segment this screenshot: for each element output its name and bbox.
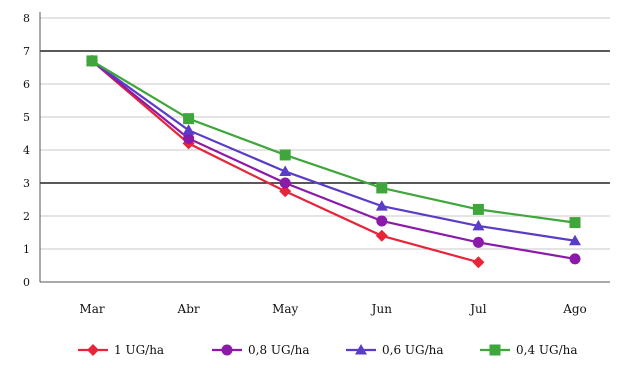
legend-item: 0,6 UG/ha bbox=[346, 343, 444, 357]
x-tick-label: Abr bbox=[177, 302, 200, 316]
data-point bbox=[279, 177, 291, 189]
data-point bbox=[569, 234, 581, 246]
gridlines bbox=[40, 17, 610, 250]
data-point bbox=[376, 182, 388, 194]
y-tick-label: 4 bbox=[23, 144, 30, 157]
data-point bbox=[279, 149, 291, 161]
legend-label: 0,6 UG/ha bbox=[382, 343, 444, 357]
y-tick-label: 8 bbox=[23, 12, 30, 25]
legend-marker bbox=[221, 344, 233, 356]
data-point bbox=[183, 132, 195, 144]
series-4 bbox=[86, 55, 581, 229]
x-tick-label: Jun bbox=[370, 302, 393, 316]
legend: 1 UG/ha 0,8 UG/ha 0,6 UG/ha 0,4 UG/ha bbox=[78, 343, 578, 357]
data-point bbox=[472, 256, 485, 269]
y-tick-label: 2 bbox=[23, 210, 30, 223]
data-point bbox=[376, 215, 388, 227]
series-1 bbox=[86, 54, 485, 269]
series-line bbox=[91, 60, 479, 264]
data-point bbox=[569, 253, 581, 265]
data-point bbox=[375, 229, 388, 242]
x-tick-label: May bbox=[272, 302, 298, 316]
data-point bbox=[182, 124, 195, 135]
legend-label: 0,4 UG/ha bbox=[516, 343, 578, 357]
y-tick-label: 3 bbox=[23, 177, 30, 190]
data-point bbox=[472, 219, 485, 231]
x-tick-labels: Mar Abr May Jun Jul Ago bbox=[79, 302, 586, 316]
y-tick-label: 5 bbox=[23, 111, 30, 124]
y-tick-label: 7 bbox=[23, 45, 30, 58]
series-line bbox=[91, 60, 576, 242]
legend-marker bbox=[489, 344, 501, 356]
data-point bbox=[183, 113, 195, 125]
data-point bbox=[86, 55, 98, 67]
legend-marker bbox=[87, 344, 99, 356]
axes bbox=[39, 12, 610, 283]
legend-item: 1 UG/ha bbox=[78, 343, 164, 357]
y-tick-label: 6 bbox=[23, 78, 30, 91]
legend-label: 0,8 UG/ha bbox=[248, 343, 310, 357]
y-tick-label: 1 bbox=[23, 243, 30, 256]
x-tick-label: Ago bbox=[562, 302, 587, 316]
y-tick-labels: 0 1 2 3 4 5 6 7 8 bbox=[23, 12, 30, 289]
legend-label: 1 UG/ha bbox=[114, 343, 164, 357]
series-3 bbox=[86, 54, 581, 246]
data-point bbox=[472, 203, 484, 215]
x-tick-label: Mar bbox=[79, 302, 104, 316]
legend-marker bbox=[355, 344, 367, 355]
data-point bbox=[472, 236, 484, 248]
series-2 bbox=[86, 55, 581, 265]
legend-item: 0,8 UG/ha bbox=[212, 343, 310, 357]
data-point bbox=[279, 165, 292, 176]
legend-item: 0,4 UG/ha bbox=[480, 343, 578, 357]
data-point bbox=[375, 200, 388, 211]
data-point bbox=[569, 217, 581, 229]
series-line bbox=[91, 60, 576, 260]
series-lines bbox=[86, 54, 581, 269]
x-tick-label: Jul bbox=[468, 302, 487, 316]
series-line bbox=[91, 59, 576, 224]
y-tick-label: 0 bbox=[23, 276, 30, 289]
data-point bbox=[279, 185, 292, 198]
